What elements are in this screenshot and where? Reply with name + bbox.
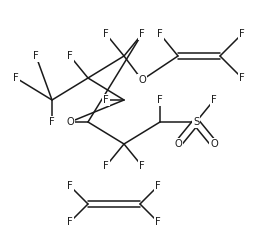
Text: F: F (139, 161, 145, 171)
Text: F: F (211, 95, 217, 105)
Text: S: S (193, 117, 199, 127)
Text: F: F (103, 95, 109, 105)
Text: F: F (157, 29, 163, 39)
Text: F: F (13, 73, 19, 83)
Text: F: F (157, 95, 163, 105)
Text: F: F (239, 29, 245, 39)
Text: F: F (67, 181, 73, 191)
Text: O: O (210, 139, 218, 149)
Text: F: F (33, 51, 39, 61)
Text: O: O (138, 75, 146, 85)
Text: F: F (239, 73, 245, 83)
Text: F: F (67, 217, 73, 227)
Text: O: O (174, 139, 182, 149)
Text: F: F (139, 29, 145, 39)
Text: O: O (66, 117, 74, 127)
Text: F: F (103, 29, 109, 39)
Text: F: F (49, 117, 55, 127)
Text: F: F (67, 51, 73, 61)
Text: F: F (155, 217, 161, 227)
Text: F: F (155, 181, 161, 191)
Text: F: F (103, 161, 109, 171)
